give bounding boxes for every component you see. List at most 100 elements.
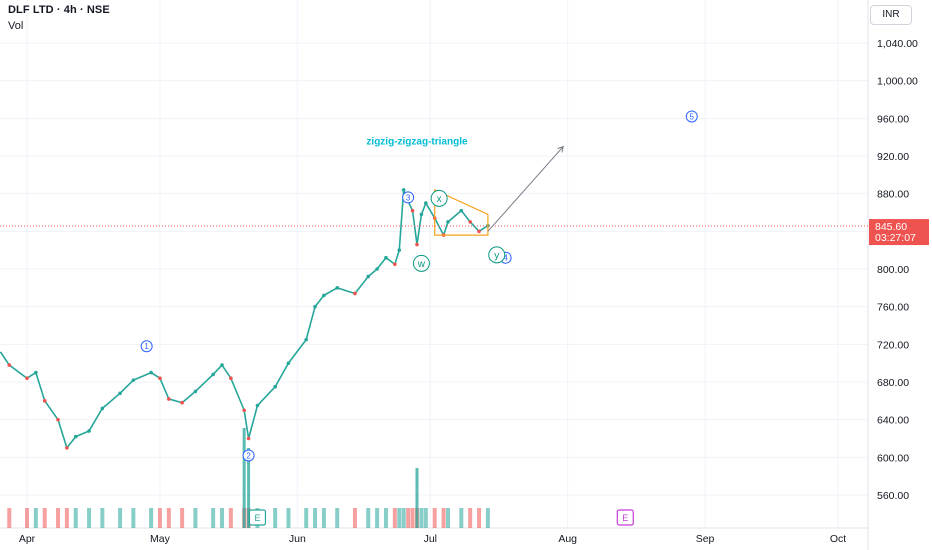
price-point [34, 370, 38, 375]
earnings-event-label[interactable]: E [254, 513, 260, 523]
price-series-line [0, 189, 489, 449]
volume-bar [193, 508, 198, 528]
volume-bar [410, 508, 415, 528]
price-point [193, 389, 198, 394]
price-point [459, 208, 464, 213]
price-point [229, 376, 233, 381]
volume-bar [87, 508, 92, 528]
volume-bar [352, 508, 357, 528]
price-point [100, 406, 105, 411]
volume-bar [131, 508, 136, 528]
time-axis-tick-label: Oct [830, 533, 846, 545]
time-axis-tick-label: Jul [424, 533, 437, 545]
wave-label-1[interactable]: 1 [144, 342, 149, 351]
wave-label-circle[interactable] [402, 191, 415, 204]
price-point [7, 363, 12, 367]
volume-bar [375, 508, 380, 528]
wave-label-circle[interactable] [685, 110, 698, 123]
pattern-annotation-label[interactable]: zigzig-zigzag-triangle [366, 137, 468, 148]
symbol-title[interactable]: DLF LTD · 4h · NSE [8, 4, 110, 16]
volume-legend[interactable]: Vol [8, 20, 24, 32]
time-axis-tick-label: Apr [19, 533, 36, 545]
wave-label-circle[interactable] [242, 449, 255, 462]
currency-button[interactable]: INR [870, 5, 912, 25]
volume-bar [423, 508, 428, 528]
wave-label-4[interactable]: 4 [503, 254, 508, 263]
volume-bar [335, 508, 340, 528]
volume-bar [446, 508, 451, 528]
price-point [286, 361, 291, 365]
wave-label-x[interactable]: x [437, 194, 442, 205]
volume-bar-spike [247, 448, 251, 528]
volume-bar [228, 508, 233, 528]
projection-arrow [487, 146, 564, 232]
wave-label-3[interactable]: 3 [406, 193, 411, 202]
earnings-event-label[interactable]: E [622, 513, 628, 523]
volume-bar [304, 508, 309, 528]
volume-bar [432, 508, 437, 528]
earnings-event-marker[interactable] [248, 509, 267, 526]
volume-bar [397, 508, 402, 528]
price-point [242, 408, 246, 413]
volume-bar [64, 508, 69, 528]
volume-bar [366, 508, 371, 528]
wave-label-circle[interactable] [430, 189, 448, 207]
price-axis-tick-label: 760.00 [877, 302, 909, 314]
last-price-badge [869, 219, 929, 246]
price-point [65, 446, 69, 450]
wave-label-2[interactable]: 2 [246, 451, 251, 460]
volume-bar [419, 508, 424, 528]
volume-bar-spike [242, 428, 246, 528]
price-point [211, 372, 215, 377]
price-axis-tick-label: 800.00 [877, 264, 909, 276]
price-point [397, 248, 402, 252]
price-point [410, 208, 415, 213]
wave-label-w[interactable]: w [417, 259, 426, 270]
price-point [353, 291, 357, 296]
wave-label-5[interactable]: 5 [690, 112, 695, 121]
price-point [322, 293, 326, 298]
earnings-event-marker[interactable] [616, 509, 634, 526]
volume-bar [321, 508, 326, 528]
countdown-label: 03:27:07 [875, 232, 916, 244]
wave-label-circle[interactable] [140, 340, 153, 353]
volume-bar [383, 508, 388, 528]
price-point [73, 434, 78, 439]
volume-bar [468, 508, 473, 528]
triangle-pattern [434, 188, 489, 236]
price-point [131, 378, 136, 382]
price-point [468, 220, 472, 224]
volume-bar [166, 508, 171, 528]
volume-bar [273, 508, 278, 528]
price-axis-tick-label: 1,000.00 [877, 76, 918, 88]
price-point [393, 262, 397, 267]
wave-label-circle[interactable] [412, 254, 430, 272]
price-point [220, 363, 224, 367]
volume-bar [100, 508, 105, 528]
price-axis-tick-label: 600.00 [877, 452, 909, 464]
price-point [167, 397, 171, 401]
price-point [149, 370, 153, 375]
volume-bar [180, 508, 185, 528]
price-point [87, 429, 91, 433]
wave-label-circle[interactable] [488, 246, 506, 264]
volume-bar [401, 508, 406, 528]
price-point [304, 337, 308, 342]
volume-bar [42, 508, 47, 528]
wave-label-y[interactable]: y [494, 250, 499, 261]
price-point [384, 255, 388, 260]
time-axis-tick-label: Aug [558, 533, 577, 545]
price-point [118, 391, 122, 396]
price-point [273, 384, 277, 389]
volume-bar [25, 508, 29, 528]
price-axis-tick-label: 560.00 [877, 490, 909, 502]
price-axis-tick-label: 1,040.00 [877, 38, 918, 50]
volume-bar [392, 508, 397, 528]
price-axis-tick-label: 640.00 [877, 415, 909, 427]
time-axis-tick-label: Jun [289, 533, 306, 545]
volume-bar [406, 508, 411, 528]
volume-bar [441, 508, 446, 528]
price-point [42, 399, 47, 403]
